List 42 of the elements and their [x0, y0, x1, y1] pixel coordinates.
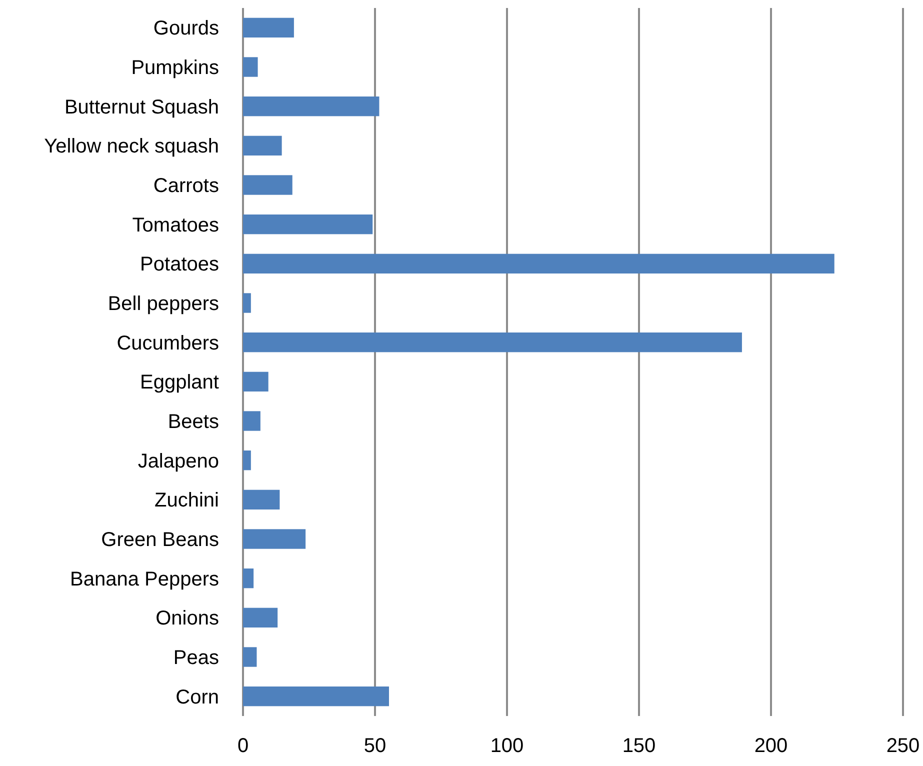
bar — [243, 372, 268, 392]
y-tick-label: Peas — [173, 647, 219, 669]
y-tick-label: Pumpkins — [131, 57, 219, 79]
x-tick-label: 250 — [886, 735, 920, 757]
y-tick-label: Zuchini — [154, 490, 219, 512]
bar — [243, 293, 251, 313]
bar — [243, 529, 306, 549]
bar — [243, 136, 282, 156]
y-tick-label: Banana Peppers — [70, 568, 219, 590]
y-tick-label: Gourds — [153, 18, 219, 40]
bar — [243, 450, 251, 470]
bar — [243, 96, 380, 116]
y-tick-label: Onions — [156, 608, 219, 630]
y-tick-label: Tomatoes — [132, 214, 219, 236]
y-tick-label: Green Beans — [101, 529, 219, 551]
bar — [243, 214, 373, 234]
y-tick-label: Jalapeno — [138, 450, 219, 472]
bar — [243, 490, 280, 510]
bar — [243, 175, 292, 195]
bar — [243, 411, 260, 431]
bar — [243, 18, 294, 38]
y-tick-label: Carrots — [153, 175, 219, 197]
y-tick-label: Corn — [176, 686, 219, 708]
bar — [243, 647, 257, 667]
x-tick-label: 150 — [622, 735, 656, 757]
y-tick-label: Beets — [168, 411, 219, 433]
bar — [243, 686, 389, 706]
y-tick-label: Yellow neck squash — [44, 136, 219, 158]
bar — [243, 254, 834, 274]
x-tick-label: 100 — [490, 735, 524, 757]
y-tick-label: Potatoes — [140, 254, 219, 276]
bar — [243, 568, 254, 588]
x-tick-label: 0 — [237, 735, 249, 757]
x-tick-label: 50 — [364, 735, 386, 757]
y-tick-label: Cucumbers — [116, 332, 219, 354]
y-tick-label: Bell peppers — [108, 293, 219, 315]
y-tick-label: Butternut Squash — [64, 96, 219, 118]
y-tick-label: Eggplant — [140, 372, 220, 394]
x-tick-label: 200 — [754, 735, 788, 757]
bar — [243, 608, 278, 628]
bar — [243, 57, 258, 77]
bar — [243, 332, 742, 352]
